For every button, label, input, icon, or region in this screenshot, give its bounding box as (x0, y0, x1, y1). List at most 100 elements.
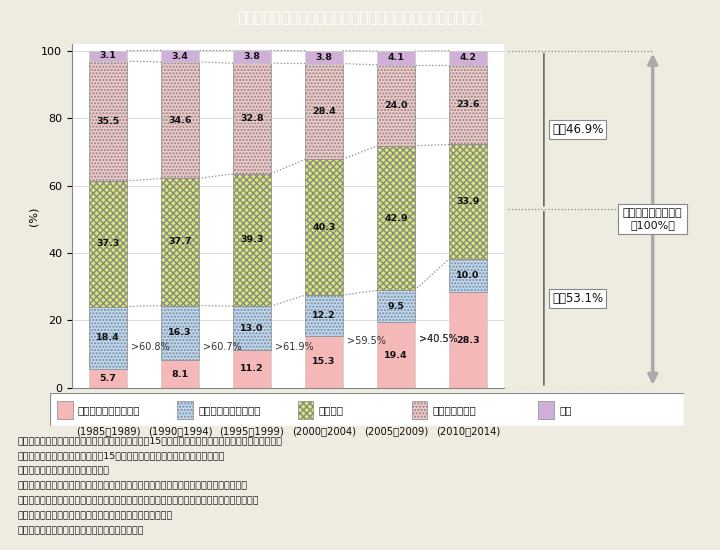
Text: 23.6: 23.6 (456, 100, 480, 109)
Text: >40.5%: >40.5% (419, 334, 458, 344)
Bar (377, 290, 415, 322)
Text: (2010～2014): (2010～2014) (436, 426, 500, 437)
Text: 35.5: 35.5 (96, 117, 120, 125)
Text: (子供の出生年): (子供の出生年) (508, 410, 552, 420)
Bar (297, 401, 313, 419)
Text: 5.7: 5.7 (99, 373, 117, 383)
Text: （備考）　１．国立社会保障・人口問題研究所「第15回出生動向基本調査（夫婦調査）」より作成。: （備考） １．国立社会保障・人口問題研究所「第15回出生動向基本調査（夫婦調査）… (18, 436, 283, 446)
Text: 8.1: 8.1 (171, 370, 189, 378)
Text: ７～11: ７～11 (240, 410, 264, 420)
Text: 39.3: 39.3 (240, 235, 264, 244)
Text: 40.3: 40.3 (312, 223, 336, 232)
Text: 無職46.9%: 無職46.9% (552, 123, 603, 136)
Text: 就業継続（育休なし）－妊娠判明時就業～育児休業取得なし～子供１歳時就業: 就業継続（育休なし）－妊娠判明時就業～育児休業取得なし～子供１歳時就業 (18, 497, 259, 505)
Text: 平成２～６: 平成２～６ (165, 410, 195, 420)
Bar (539, 401, 554, 419)
Text: 4.1: 4.1 (387, 53, 405, 63)
Text: 11.2: 11.2 (240, 365, 264, 373)
Text: 就業継続（育休なし）: 就業継続（育休なし） (198, 405, 261, 415)
Text: 9.5: 9.5 (387, 302, 405, 311)
Bar (233, 63, 271, 174)
Text: 3.1: 3.1 (99, 52, 117, 60)
Bar (161, 305, 199, 360)
Bar (89, 61, 127, 181)
Text: 昭和60～平成元: 昭和60～平成元 (84, 410, 132, 420)
Text: 37.3: 37.3 (96, 239, 120, 248)
Text: 3.4: 3.4 (171, 52, 189, 60)
Bar (305, 51, 343, 64)
Text: ２．第１子が１歳以上15歳未満の初婚どうしの夫婦について集計。: ２．第１子が１歳以上15歳未満の初婚どうしの夫婦について集計。 (18, 452, 225, 460)
Text: 13.0: 13.0 (240, 323, 264, 333)
Text: >59.5%: >59.5% (347, 337, 386, 346)
Text: >40.5%: >40.5% (419, 334, 458, 344)
Text: >60.7%: >60.7% (203, 342, 242, 351)
Text: 出産退職－妊娠判明時就業～子供１歳時無職: 出産退職－妊娠判明時就業～子供１歳時無職 (18, 512, 173, 520)
Text: 妊娠前から無職－妊娠判明時無職: 妊娠前から無職－妊娠判明時無職 (18, 526, 145, 536)
Bar (377, 322, 415, 388)
Y-axis label: (%): (%) (29, 206, 38, 226)
Text: (1990～1994): (1990～1994) (148, 426, 212, 437)
Text: 22～26: 22～26 (452, 410, 484, 420)
Bar (233, 306, 271, 350)
Text: 第１子出産前有職者
（100%）: 第１子出産前有職者 （100%） (623, 208, 683, 230)
Bar (305, 160, 343, 295)
Bar (177, 401, 193, 419)
Bar (233, 350, 271, 388)
Bar (233, 51, 271, 63)
Bar (412, 401, 428, 419)
Bar (377, 146, 415, 290)
Text: 就業継続（育休利用）: 就業継続（育休利用） (78, 405, 140, 415)
Text: 42.9: 42.9 (384, 213, 408, 223)
Text: 出産退職: 出産退職 (318, 405, 343, 415)
Bar (89, 181, 127, 306)
Text: 16.3: 16.3 (168, 328, 192, 338)
Text: 28.4: 28.4 (312, 107, 336, 116)
Bar (161, 51, 199, 62)
Bar (233, 174, 271, 306)
Bar (305, 64, 343, 160)
Text: Ｉ－３－６図　子供の出生年別第１子出産前後の妻の就業経歴: Ｉ－３－６図 子供の出生年別第１子出産前後の妻の就業経歴 (238, 10, 482, 25)
Bar (305, 336, 343, 388)
Text: 12.2: 12.2 (312, 311, 336, 320)
Text: 3.8: 3.8 (243, 52, 261, 61)
Text: 有職53.1%: 有職53.1% (552, 292, 603, 305)
Text: 4.2: 4.2 (459, 53, 477, 62)
Bar (377, 51, 415, 65)
Bar (449, 51, 487, 65)
Text: 32.8: 32.8 (240, 114, 264, 123)
Bar (161, 360, 199, 388)
Text: 34.6: 34.6 (168, 116, 192, 125)
Text: (2000～2004): (2000～2004) (292, 426, 356, 437)
Text: 33.9: 33.9 (456, 197, 480, 206)
Text: 妊娠前から無職: 妊娠前から無職 (433, 405, 476, 415)
Bar (449, 145, 487, 258)
Text: 19.4: 19.4 (384, 350, 408, 360)
Bar (449, 293, 487, 388)
Text: 28.3: 28.3 (456, 336, 480, 344)
Bar (161, 178, 199, 305)
Text: 24.0: 24.0 (384, 101, 408, 110)
Bar (89, 306, 127, 368)
Bar (377, 65, 415, 146)
Text: 17～21: 17～21 (380, 410, 412, 420)
Text: 18.4: 18.4 (96, 333, 120, 342)
Text: ３．出産前後の就業経歴: ３．出産前後の就業経歴 (18, 466, 110, 475)
Bar (161, 62, 199, 178)
Text: >60.8%: >60.8% (131, 342, 170, 352)
Text: >61.9%: >61.9% (275, 342, 314, 352)
Text: 3.8: 3.8 (315, 53, 333, 62)
Bar (449, 65, 487, 145)
Text: (2005～2009): (2005～2009) (364, 426, 428, 437)
Text: (1995～1999): (1995～1999) (220, 426, 284, 437)
Bar (89, 368, 127, 388)
Text: 15.3: 15.3 (312, 358, 336, 366)
Bar (449, 258, 487, 293)
Text: 不詳: 不詳 (559, 405, 572, 415)
Text: 就業継続（育休利用）－妊娠判明時就業～育児休業取得～子供１歳時就業: 就業継続（育休利用）－妊娠判明時就業～育児休業取得～子供１歳時就業 (18, 481, 248, 491)
Bar (57, 401, 73, 419)
Text: 37.7: 37.7 (168, 238, 192, 246)
Text: 12～16: 12～16 (308, 410, 340, 420)
Text: 10.0: 10.0 (456, 271, 480, 280)
Text: (1985～1989): (1985～1989) (76, 426, 140, 437)
Bar (89, 51, 127, 61)
